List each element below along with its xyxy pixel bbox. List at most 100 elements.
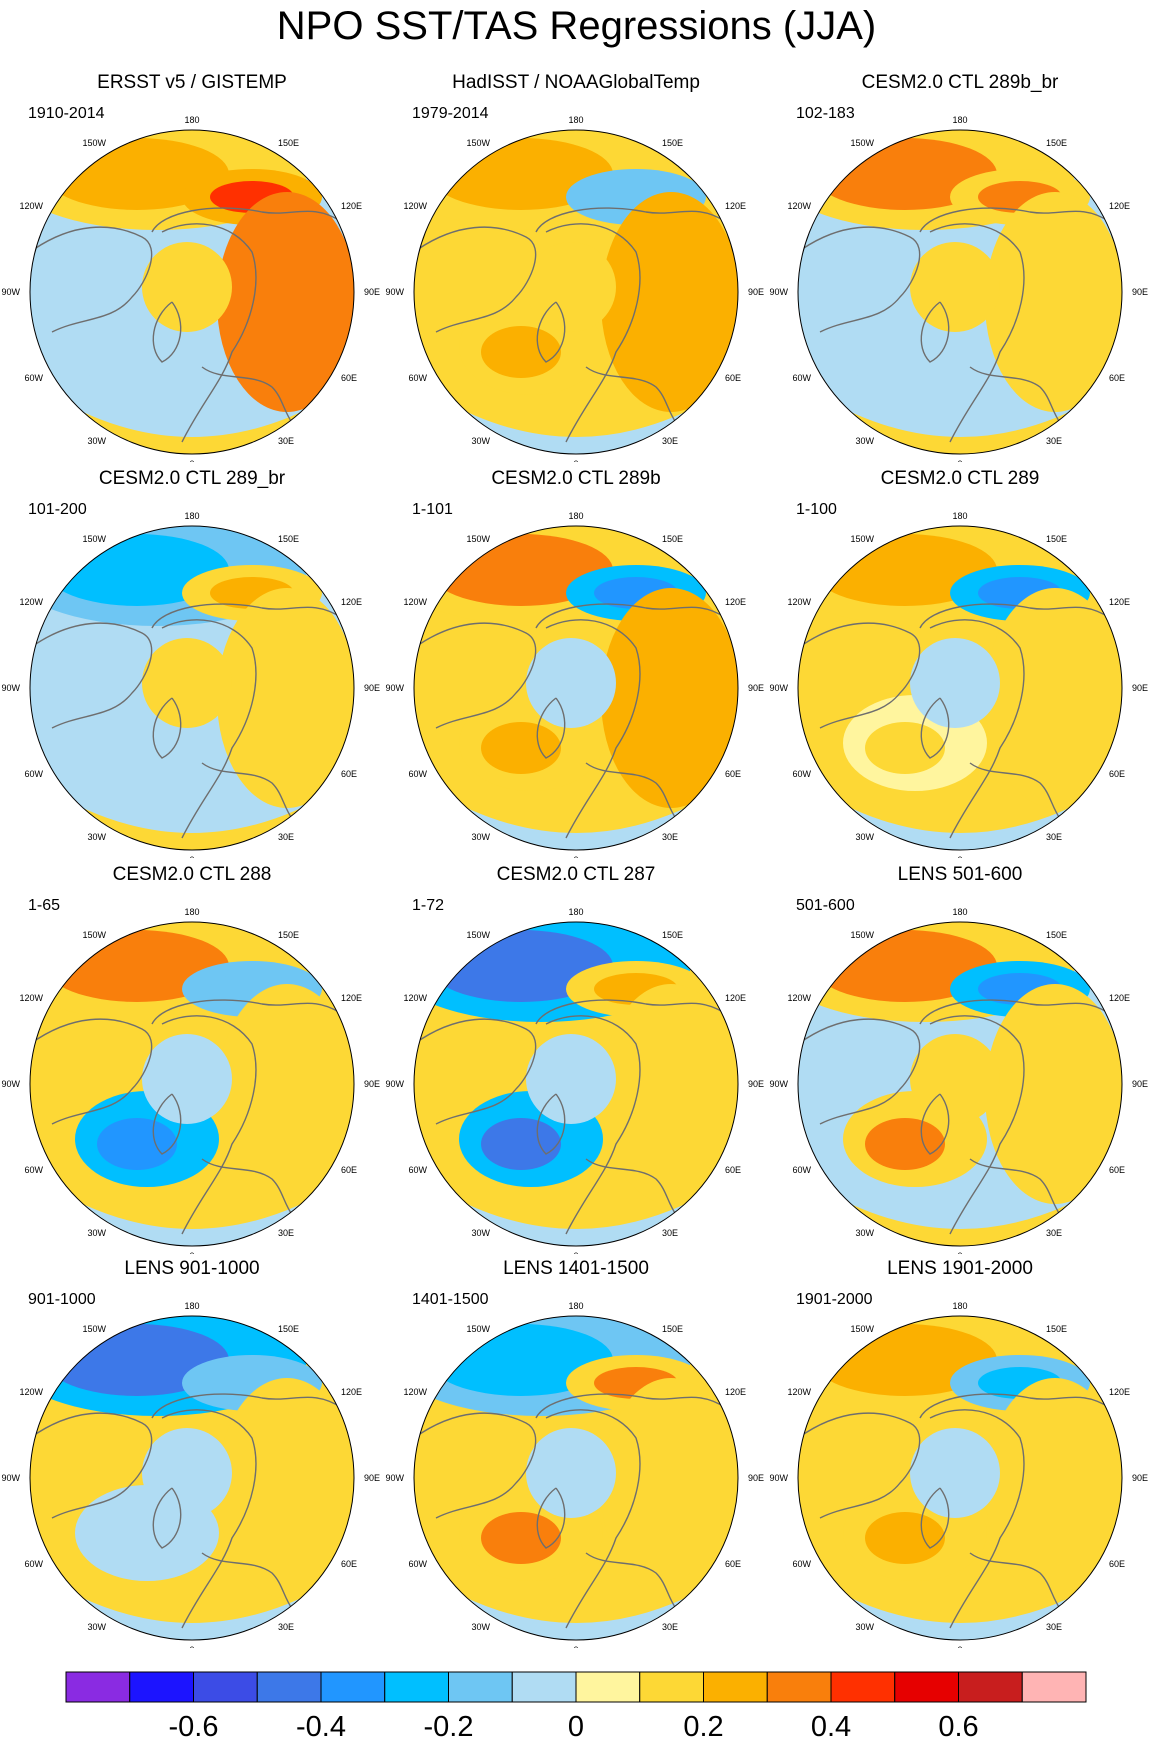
longitude-label: 120W [788, 993, 812, 1003]
longitude-label: 180 [952, 511, 967, 521]
longitude-label: 30W [855, 832, 874, 842]
longitude-label: 60E [725, 769, 741, 779]
coastline [536, 697, 566, 759]
longitude-label: 60E [341, 769, 357, 779]
eurasia-anomaly [985, 984, 1122, 1204]
coastline [919, 999, 1111, 1025]
longitude-label: 60W [25, 769, 44, 779]
map-boundary [797, 921, 1123, 1247]
coastline [161, 1015, 257, 1235]
longitude-label: 180 [184, 1301, 199, 1311]
map-panel: LENS 501-600 180 150E 120E 90E 60E 30E 0 30W 60W 9… [768, 864, 1152, 1254]
colorbar-tick-label: 0.4 [811, 1711, 851, 1742]
coastlines [30, 603, 343, 839]
longitude-label: 120E [725, 993, 746, 1003]
map-panel: CESM2.0 CTL 289b_br 180 150E 120E 90E 60E 30E 0… [768, 72, 1152, 462]
polar-map: 180 150E 120E 90E 60E 30E 0 30W 60W 90W 120W 150W [385, 1301, 764, 1648]
longitude-label: 90W [385, 287, 404, 297]
longitude-label: 30E [662, 1228, 678, 1238]
eurasia-anomaly [601, 192, 738, 412]
coastline [929, 223, 1025, 443]
map-panel: CESM2.0 CTL 289_br 180 150E 120E 90E 60E 30E 0 3… [0, 468, 384, 858]
longitude-label: 0 [189, 1645, 194, 1648]
coastlines [30, 999, 343, 1235]
coastline [152, 301, 182, 363]
longitude-label: 120E [1109, 201, 1130, 211]
map-boundary [413, 129, 739, 455]
polar-map: 180 150E 120E 90E 60E 30E 0 30W 60W 90W 120W 150W [385, 511, 764, 858]
longitude-label: 120W [20, 597, 44, 607]
longitude-label: 90W [769, 287, 788, 297]
coastline [161, 223, 257, 443]
longitude-label: 90E [748, 683, 764, 693]
panel-title: CESM2.0 CTL 288 [112, 864, 272, 885]
coastline [414, 1412, 537, 1519]
panel-title: LENS 501-600 [897, 864, 1023, 885]
coastline [798, 622, 921, 729]
longitude-label: 150W [850, 1324, 874, 1334]
polar-map: 180 150E 120E 90E 60E 30E 0 30W 60W 90W 120W 150W [769, 115, 1148, 462]
longitude-label: 150E [1046, 930, 1067, 940]
coastline [798, 1412, 921, 1519]
period-label: 1910-2014 [28, 105, 105, 122]
longitude-label: 120W [404, 201, 428, 211]
map-panel: ERSST v5 / GISTEMP 180 150E 120E 90E 60E 30E 0 3… [0, 72, 384, 462]
polar-map: 180 150E 120E 90E 60E 30E 0 30W 60W 90W 120W 150W [1, 1301, 380, 1648]
coastlines [798, 603, 1111, 839]
longitude-label: 30W [87, 1622, 106, 1632]
colorbar-swatch [830, 1671, 896, 1703]
longitude-label: 30W [855, 1228, 874, 1238]
longitude-label: 120E [341, 993, 362, 1003]
coastline [545, 1015, 641, 1235]
longitude-label: 90W [1, 1079, 20, 1089]
period-label: 102-183 [796, 105, 855, 122]
longitude-label: 120W [788, 597, 812, 607]
natlantic-anomaly-core [97, 326, 177, 378]
longitude-label: 90E [748, 1473, 764, 1483]
coastline [919, 603, 1111, 629]
colorbar-swatch [193, 1671, 258, 1703]
eurasia-anomaly [601, 1378, 738, 1598]
map-boundary [29, 921, 355, 1247]
colorbar-tick-label: 0.2 [683, 1711, 723, 1742]
longitude-label: 60E [341, 1165, 357, 1175]
period-label: 1901-2000 [796, 1291, 873, 1308]
eurasia-anomaly [217, 984, 354, 1204]
longitude-label: 90W [769, 683, 788, 693]
longitude-label: 60W [409, 1559, 428, 1569]
period-label: 1-101 [412, 501, 453, 518]
period-label: 1979-2014 [412, 105, 489, 122]
longitude-label: 180 [568, 907, 583, 917]
period-label: 1401-1500 [412, 1291, 489, 1308]
eurasia-anomaly [601, 588, 738, 808]
longitude-label: 120E [341, 1387, 362, 1397]
colorbar-swatch [1021, 1671, 1087, 1703]
arctic-anomaly [526, 1034, 616, 1124]
longitude-label: 120W [788, 201, 812, 211]
longitude-label: 120E [725, 597, 746, 607]
longitude-label: 0 [573, 855, 578, 858]
coastline [535, 999, 727, 1025]
arctic-anomaly [142, 1034, 232, 1124]
longitude-label: 30W [855, 1622, 874, 1632]
figure-title: NPO SST/TAS Regressions (JJA) [276, 4, 877, 48]
longitude-label: 120E [341, 597, 362, 607]
longitude-label: 30E [1046, 1228, 1062, 1238]
colorbar-swatch [511, 1671, 577, 1703]
map-boundary [413, 525, 739, 851]
coastline [414, 1018, 537, 1125]
longitude-label: 30E [1046, 436, 1062, 446]
coastline [535, 207, 727, 233]
longitude-label: 150W [850, 930, 874, 940]
period-label: 1-72 [412, 897, 445, 914]
longitude-label: 90E [364, 683, 380, 693]
panel-title: CESM2.0 CTL 289 [880, 468, 1040, 489]
polar-map: 180 150E 120E 90E 60E 30E 0 30W 60W 90W 120W 150W [1, 115, 380, 462]
map-panel: LENS 901-1000 180 150E 120E 90E 60E 30E 0 30W 60W… [0, 1258, 384, 1648]
longitude-label: 90E [1132, 287, 1148, 297]
longitude-label: 150W [466, 534, 490, 544]
longitude-label: 90E [1132, 683, 1148, 693]
map-boundary [797, 525, 1123, 851]
longitude-label: 0 [573, 1251, 578, 1254]
polar-map: 180 150E 120E 90E 60E 30E 0 30W 60W 90W 120W 150W [385, 115, 764, 462]
